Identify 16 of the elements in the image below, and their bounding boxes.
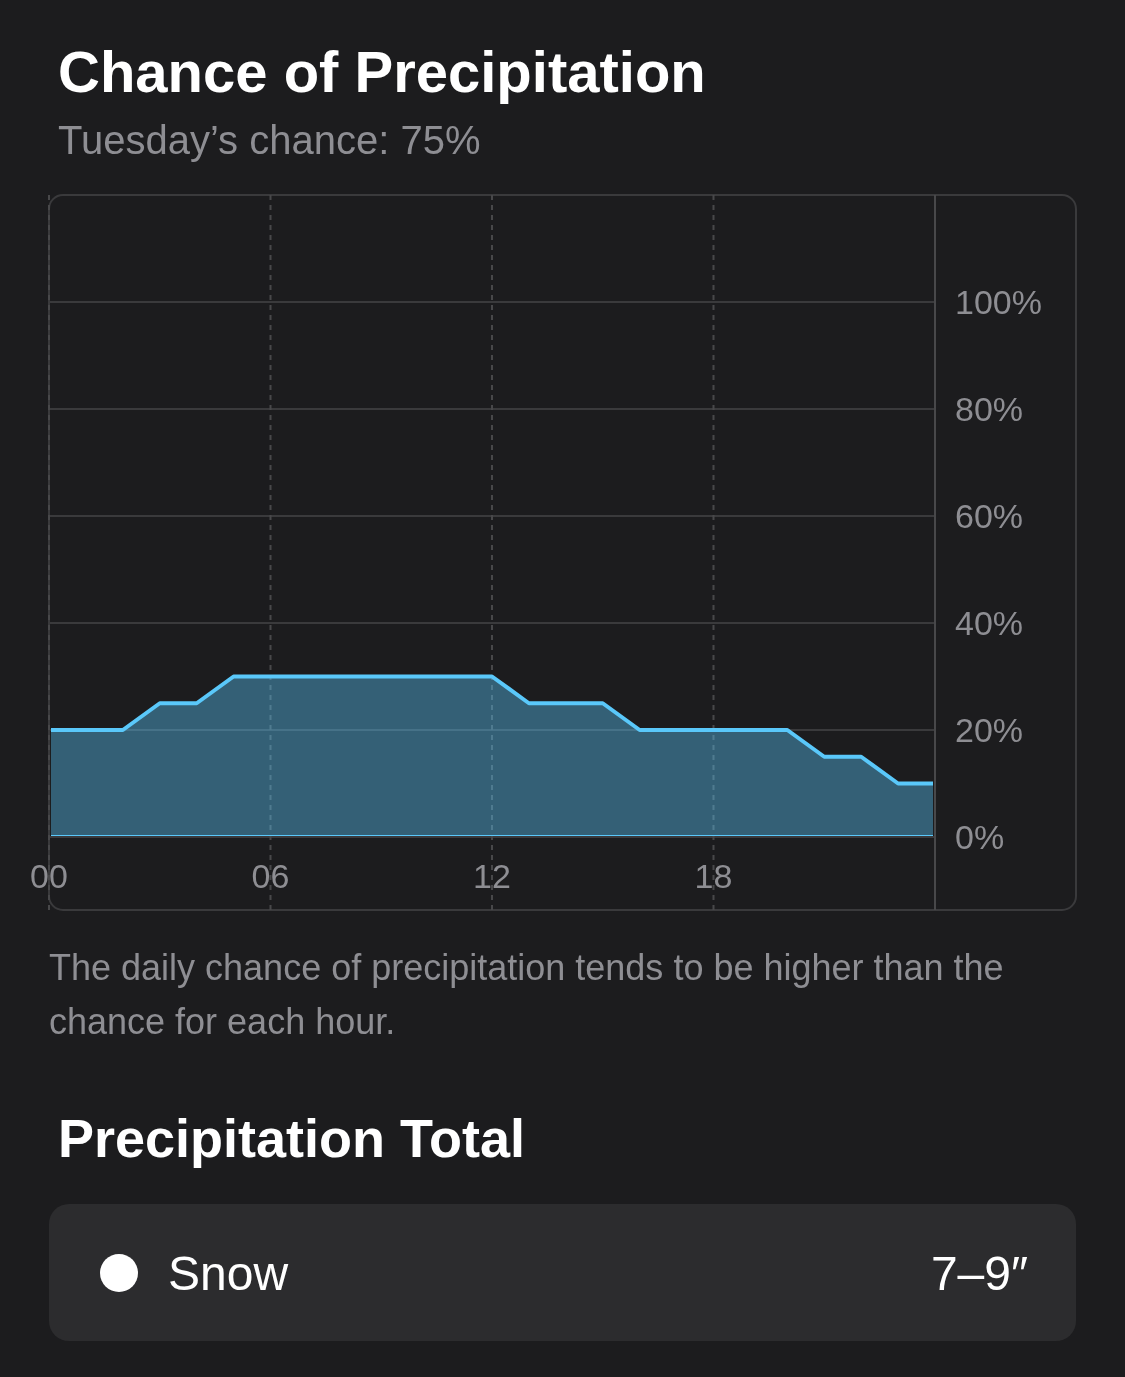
- chart-title: Chance of Precipitation: [58, 39, 706, 104]
- text: The daily chance of precipitation tends to be higher than the chance for each hour.: [49, 947, 1004, 1042]
- y-tick-label: 40%: [955, 603, 1024, 642]
- y-tick-label: 60%: [955, 496, 1024, 535]
- y-tick-label: 100%: [955, 282, 1042, 321]
- chart-subtitle: Tuesday’s chance: 75%: [58, 118, 481, 162]
- x-tick-label: 18: [694, 857, 733, 895]
- text: Snow: [168, 1247, 289, 1300]
- x-tick-label: 00: [30, 857, 68, 895]
- y-tick-label: 0%: [955, 817, 1005, 856]
- y-tick-label: 80%: [955, 389, 1024, 428]
- text: Precipitation Total: [58, 1108, 526, 1168]
- x-tick-label: 06: [251, 857, 290, 895]
- text: 7–9″: [930, 1247, 1029, 1300]
- x-tick-label: 12: [473, 857, 511, 895]
- y-tick-label: 20%: [955, 710, 1024, 749]
